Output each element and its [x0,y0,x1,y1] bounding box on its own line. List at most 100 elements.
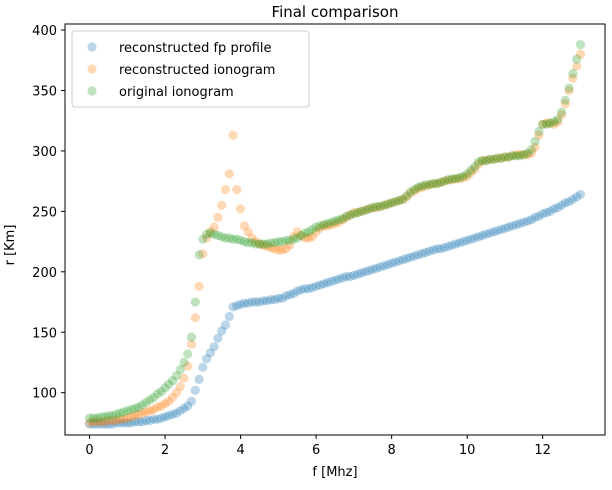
data-point [330,275,340,285]
data-point [575,189,586,199]
data-point [232,301,242,311]
data-point [417,182,427,192]
data-point [390,197,400,207]
data-point [526,215,537,225]
data-point [236,204,246,214]
y-tick-label: 150 [32,326,57,341]
data-point [402,253,412,264]
data-point [239,237,249,247]
data-point [247,297,257,307]
data-point [417,249,427,259]
data-point [156,413,166,423]
data-point [243,227,253,237]
data-point [428,245,438,255]
data-point [511,220,521,230]
data-point [364,204,374,214]
legend-label: reconstructed fp profile [119,41,272,56]
data-point [198,249,208,259]
data-point [186,332,197,342]
data-point [424,180,434,190]
data-point [432,179,442,189]
data-point [428,179,438,189]
data-point [500,152,510,162]
data-point [379,200,389,210]
data-point [115,418,125,428]
data-point [534,127,544,137]
data-point [205,228,215,238]
data-point [281,244,291,254]
data-point [149,405,159,415]
data-point [405,187,416,197]
data-point [326,220,336,230]
data-point [171,371,181,381]
data-point [175,406,185,416]
data-point [368,203,378,213]
data-point [266,243,276,253]
data-point [251,239,261,249]
data-point [390,257,400,267]
data-point [277,245,287,255]
data-points [84,40,586,429]
data-point [281,235,291,245]
data-point [564,197,574,207]
data-point [134,417,144,427]
data-point [205,227,215,237]
data-point [288,234,299,244]
data-point [470,162,480,172]
data-point [477,230,487,241]
data-point [175,365,185,375]
data-point [538,209,548,219]
data-point [541,208,552,218]
series-1 [84,49,586,428]
data-point [209,342,219,352]
data-point [439,176,450,186]
legend-marker [87,86,97,96]
data-point [137,400,147,410]
data-point [209,229,219,239]
data-point [553,114,563,125]
data-point [496,224,506,235]
data-point [334,274,344,284]
data-point [141,407,151,417]
data-point [492,153,502,163]
data-point [413,182,423,192]
data-point [292,227,302,237]
data-point [137,408,147,418]
data-point [84,419,95,429]
data-point [496,153,506,163]
data-point [258,239,268,249]
data-point [549,204,559,214]
data-point [179,373,189,383]
x-tick-label: 2 [161,443,169,458]
data-point [375,201,385,212]
data-point [107,411,117,421]
data-point [134,402,144,412]
data-point [118,418,129,428]
data-point [375,262,385,272]
legend-marker [87,64,97,74]
data-point [338,214,348,224]
data-point [545,118,555,128]
data-point [205,348,215,358]
data-point [228,130,238,140]
data-point [368,264,378,274]
data-point [421,247,431,258]
data-point [507,221,518,231]
data-point [334,215,344,225]
data-point [115,408,125,418]
data-point [424,180,434,190]
data-point [96,417,106,427]
data-point [485,154,495,164]
data-point [436,177,446,187]
data-point [315,280,325,290]
data-point [296,285,306,295]
data-point [115,414,125,424]
data-point [485,228,495,238]
data-point [186,396,197,406]
data-point [345,272,355,282]
data-point [557,110,567,120]
data-point [319,220,329,230]
data-point [220,320,231,330]
y-tick-label: 350 [32,84,57,99]
